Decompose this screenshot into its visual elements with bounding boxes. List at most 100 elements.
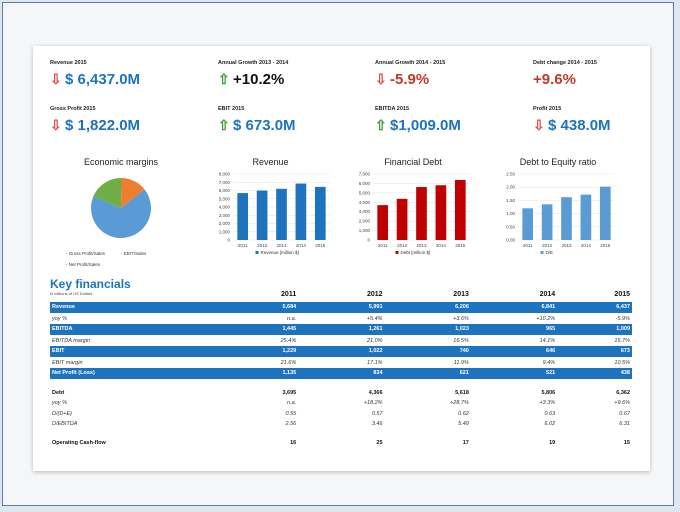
window-frame: Revenue 2015 ⇩ $ 6,437.0M Annual Growth 201…: [2, 2, 674, 506]
table-cell: 0.55: [285, 410, 297, 417]
bar: [276, 188, 287, 240]
row-label: [50, 379, 224, 388]
table-header-row: 2011 2012 2013 2014 2015: [50, 286, 632, 302]
bar: [522, 208, 534, 240]
debt-equity-bar-chart: 2.50 2.00 1.50 1.00 0.50 0.00 2011 2012 2013 2014…: [506, 172, 615, 255]
table-cell: 21.0%: [366, 337, 383, 344]
table-cell: 834: [298, 368, 385, 380]
kpi-tile: Annual Growth 2013 - 2014 ⇧ +10.2%: [218, 60, 358, 88]
legend-swatch: [255, 251, 259, 254]
bar: [295, 183, 307, 240]
legend-swatch: [540, 251, 544, 254]
y-tick-label: 3,000: [219, 213, 231, 218]
legend-swatch: [395, 251, 399, 254]
y-tick-label: 0.00: [506, 238, 515, 243]
x-tick-label: 2012: [257, 243, 268, 248]
x-tick-label: 2012: [397, 243, 408, 248]
table-cell: 4,366: [368, 389, 383, 396]
row-label: EBITDA margin: [52, 337, 91, 344]
bar: [377, 205, 389, 240]
year-header: 2013: [453, 290, 469, 298]
table-row: Revenue 5,684 5,991 6,206 6,841 6,437: [50, 302, 632, 314]
y-tick-label: 0: [367, 238, 370, 243]
arrow-up-icon: ⇧: [375, 117, 387, 133]
table-row: EBITDA margin 25.4% 21.0% 16.5% 14.1% 15.7%: [50, 335, 632, 346]
table-cell: 1,009: [557, 324, 632, 336]
year-header: 2011: [281, 290, 297, 298]
bar: [314, 186, 326, 240]
kpi-value: ⇧ $1,009.0M: [375, 117, 461, 134]
debt-chart-title: Financial Debt: [384, 157, 442, 167]
table-cell: [385, 430, 471, 438]
table-cell: [298, 379, 384, 388]
dashboard-card: Revenue 2015 ⇩ $ 6,437.0M Annual Growth 201…: [33, 46, 650, 471]
table-cell: 6,206: [384, 302, 471, 314]
table-cell: 1,229: [224, 346, 299, 358]
table-cell: 438: [557, 368, 632, 380]
table-row: EBIT margin 21.6% 17.1% 11.9% 9.4% 10.5%: [50, 357, 632, 368]
table-cell: [298, 430, 384, 438]
table-cell: +28.7%: [450, 400, 469, 407]
table-cell: +18.2%: [363, 400, 383, 407]
kpi-label: Revenue 2015: [50, 60, 87, 66]
financial-debt-bar-chart: 7,000 6,000 5,000 4,000 3,000 2,000 1,000 0 2011…: [359, 172, 470, 255]
table-cell: 1,023: [384, 324, 471, 336]
arrow-up-icon: ⇧: [218, 71, 230, 87]
table-cell: 25.4%: [280, 337, 297, 344]
row-label: EBIT margin: [52, 359, 83, 366]
kpi-label: Annual Growth 2014 - 2015: [375, 60, 446, 66]
table-cell: 15: [623, 439, 630, 446]
table-cell: 19: [549, 439, 556, 446]
table-cell: +5.4%: [366, 315, 383, 322]
kpi-label: EBITDA 2015: [375, 106, 410, 112]
table-cell: 21.6%: [280, 359, 297, 366]
x-tick-label: 2013: [561, 243, 572, 248]
y-tick-label: 6,000: [219, 188, 231, 193]
pie-slice: [91, 189, 151, 238]
table-cell: [471, 379, 557, 388]
y-tick-label: 1.50: [506, 198, 515, 203]
x-tick-label: 2011: [238, 243, 248, 248]
table-cell: 3.46: [371, 421, 383, 428]
y-tick-label: 1,000: [219, 229, 231, 234]
economic-margins-pie-chart: - Gross Profit/Sales - EBIT/Sales - Net Pr…: [66, 178, 151, 267]
header-cell: [50, 286, 224, 302]
table-cell: 6.02: [544, 421, 556, 428]
y-tick-label: 4,000: [359, 200, 371, 205]
kpi-value: ⇧ $ 673.0M: [218, 117, 296, 134]
x-tick-label: 2014: [296, 243, 307, 248]
x-tick-label: 2012: [542, 243, 553, 248]
y-tick-label: 2,000: [219, 221, 231, 226]
y-tick-label: 8,000: [219, 172, 231, 177]
key-financials-subtitle: in millions of US Dollars: [50, 291, 93, 296]
legend-item: - Net Profit/Sales: [66, 262, 101, 267]
kpi-tile: Revenue 2015 ⇩ $ 6,437.0M: [50, 60, 190, 88]
bar: [416, 187, 427, 240]
x-tick-label: 2014: [581, 243, 592, 248]
y-tick-label: 1.00: [506, 211, 515, 216]
row-label: Debt: [52, 389, 65, 396]
x-tick-label: 2014: [436, 243, 447, 248]
table-cell: +3.3%: [539, 400, 556, 407]
y-tick-label: 2,000: [359, 219, 371, 224]
table-cell: n.a.: [287, 315, 297, 322]
row-label: [50, 430, 224, 438]
revenue-bar-chart: 8,000 7,000 6,000 5,000 4,000 3,000 2,000 1,000…: [219, 172, 330, 255]
x-tick-label: 2015: [600, 243, 611, 248]
key-financials-title: Key financials: [50, 277, 131, 291]
table-cell: 6,841: [470, 302, 558, 314]
bar: [256, 190, 268, 240]
y-tick-label: 6,000: [359, 181, 371, 186]
arrow-down-icon: ⇩: [375, 71, 387, 87]
table-cell: 673: [557, 346, 632, 358]
table-cell: [557, 379, 632, 388]
pie-slice: [121, 178, 145, 208]
table-cell: -5.9%: [615, 315, 630, 322]
x-tick-label: 2011: [523, 243, 533, 248]
table-row: D/EBITDA 2.56 3.46 5.49 6.02 6.31: [50, 419, 632, 430]
bar: [396, 198, 408, 240]
table-cell: 16.5%: [453, 337, 469, 344]
kpi-value: +9.6%: [533, 71, 576, 88]
table-cell: [224, 379, 298, 388]
kpi-label: Gross Profit 2015: [50, 106, 96, 112]
